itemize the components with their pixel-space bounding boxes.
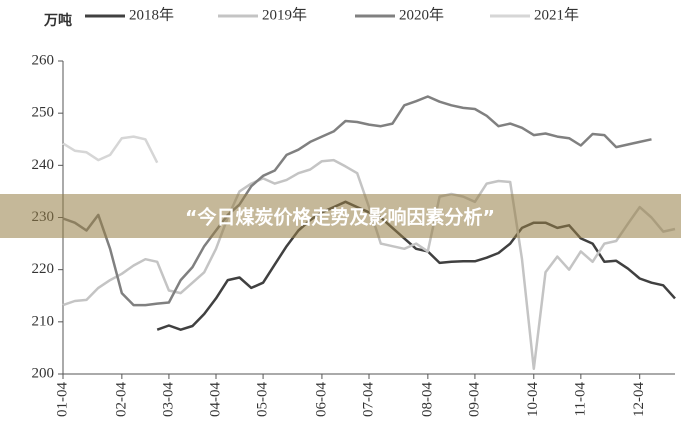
x-tick-label: 02-04	[113, 382, 129, 417]
unit-label: 万吨	[43, 12, 72, 29]
series-line	[156, 200, 676, 331]
x-tick-label: 04-04	[207, 382, 223, 417]
x-tick-label: 11-04	[572, 382, 588, 417]
x-tick-label: 09-04	[466, 382, 482, 417]
banner-band	[0, 194, 681, 238]
legend-label: 2020年	[399, 6, 444, 23]
banner-text: “今日煤炭价格走势及影响因素分析”	[185, 206, 495, 229]
legend-label: 2021年	[534, 6, 579, 23]
x-tick-label: 01-04	[54, 382, 70, 417]
y-tick-label: 200	[32, 365, 55, 381]
y-tick-label: 210	[32, 313, 55, 329]
x-tick-label: 03-04	[160, 382, 176, 417]
series-line	[62, 95, 652, 307]
x-tick-label: 08-04	[419, 382, 435, 417]
y-tick-label: 240	[32, 157, 55, 173]
series-line	[62, 135, 159, 164]
x-tick-label: 07-04	[360, 382, 376, 417]
y-tick-label: 220	[32, 261, 55, 277]
series-line	[62, 158, 676, 371]
y-tick-label: 260	[32, 52, 55, 68]
x-tick-label: 06-04	[313, 382, 329, 417]
legend-label: 2019年	[262, 6, 307, 23]
x-tick-label: 05-04	[255, 382, 271, 417]
x-tick-label: 12-04	[631, 382, 647, 417]
legend-label: 2018年	[129, 6, 174, 23]
x-tick-label: 10-04	[525, 382, 541, 417]
y-tick-label: 250	[32, 105, 55, 121]
